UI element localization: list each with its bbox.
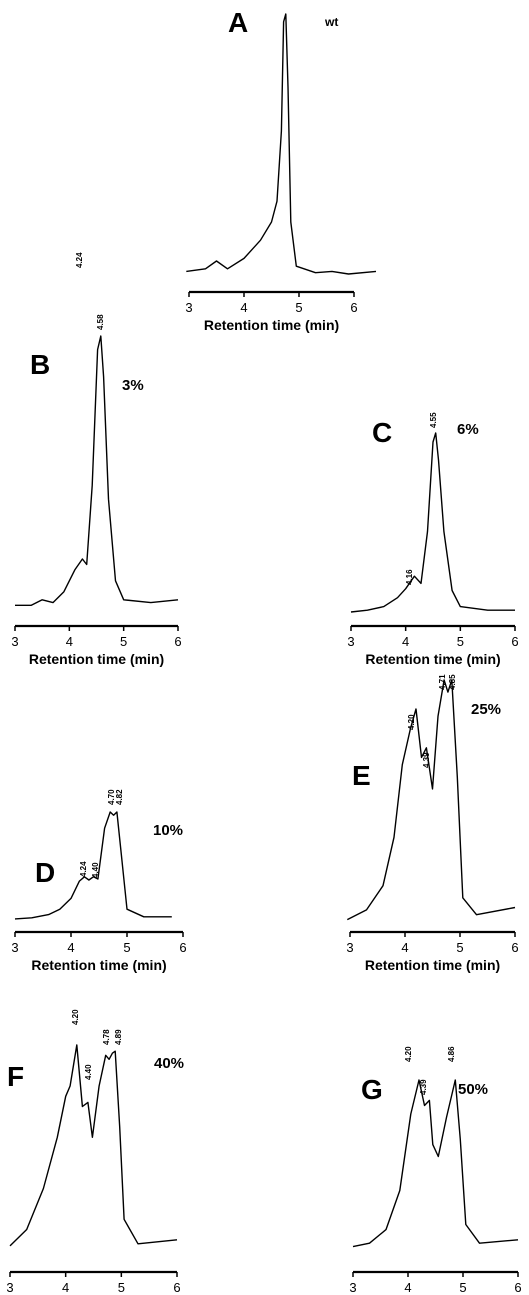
- peak-label-g-4-86: 4.86: [447, 1046, 456, 1062]
- chromatogram-trace-d: [14, 811, 172, 920]
- x-axis-label-c: Retention time (min): [365, 651, 500, 667]
- x-tick-label-e-6: 6: [511, 940, 518, 955]
- x-tick-label-e-5: 5: [456, 940, 463, 955]
- x-tick-label-f-3: 3: [6, 1280, 13, 1295]
- panel-b: 3 4 5 6 Retention time (min) B 3% 4.24 4.58: [11, 252, 181, 667]
- x-tick-label-c-6: 6: [511, 634, 518, 649]
- chromatogram-trace-f: [9, 1044, 178, 1247]
- condition-label-b: 3%: [122, 377, 144, 394]
- panel-letter-d: D: [35, 857, 55, 888]
- condition-label-g: 50%: [458, 1081, 488, 1098]
- x-tick-label-d-4: 4: [67, 940, 74, 955]
- peak-label-f-4-40: 4.40: [84, 1064, 93, 1080]
- panel-letter-g: G: [361, 1074, 383, 1105]
- peak-label-d-4-70: 4.70: [107, 789, 116, 805]
- condition-label-a: wt: [324, 15, 338, 29]
- peak-label-d-4-24: 4.24: [79, 861, 88, 877]
- x-axis-label-e: Retention time (min): [365, 957, 500, 973]
- x-tick-label-g-4: 4: [404, 1280, 411, 1295]
- panel-letter-c: C: [372, 417, 392, 448]
- peak-label-d-4-40: 4.40: [91, 862, 100, 878]
- x-tick-label-a-4: 4: [240, 300, 247, 315]
- x-tick-label-c-5: 5: [457, 634, 464, 649]
- x-tick-label-b-4: 4: [66, 634, 73, 649]
- peak-label-b-4-58: 4.58: [96, 314, 105, 330]
- panel-letter-e: E: [352, 760, 371, 791]
- x-tick-label-c-3: 3: [347, 634, 354, 649]
- x-tick-label-d-6: 6: [179, 940, 186, 955]
- x-tick-label-f-5: 5: [118, 1280, 125, 1295]
- peak-label-f-4-78: 4.78: [102, 1029, 111, 1045]
- x-tick-label-a-6: 6: [350, 300, 357, 315]
- peak-label-b-4-24: 4.24: [75, 252, 84, 268]
- panel-e: 3 4 5 6 Retention time (min) E 25% 4.20 4.39 4.71…: [346, 674, 518, 973]
- chromatogram-trace-a: [186, 13, 377, 275]
- x-tick-label-b-5: 5: [120, 634, 127, 649]
- chromatogram-trace-c: [350, 432, 515, 613]
- panel-a: 3 4 5 6 Retention time (min) A wt: [185, 7, 377, 333]
- peak-label-f-4-20: 4.20: [71, 1009, 80, 1025]
- x-tick-label-b-3: 3: [11, 634, 18, 649]
- x-tick-label-g-5: 5: [459, 1280, 466, 1295]
- peak-label-e-4-85: 4.85: [448, 674, 457, 690]
- x-tick-label-e-3: 3: [346, 940, 353, 955]
- x-axis-label-b: Retention time (min): [29, 651, 164, 667]
- chromatogram-trace-b: [15, 335, 179, 606]
- x-tick-label-d-3: 3: [11, 940, 18, 955]
- panel-d: 3 4 5 6 Retention time (min) D 10% 4.24 4.40 4.70…: [11, 789, 186, 973]
- peak-label-e-4-71: 4.71: [438, 674, 447, 690]
- peak-label-c-4-55: 4.55: [429, 412, 438, 428]
- peak-label-c-4-16: 4.16: [405, 569, 414, 585]
- panel-letter-f: F: [7, 1061, 24, 1092]
- x-tick-label-d-5: 5: [123, 940, 130, 955]
- peak-label-f-4-89: 4.89: [114, 1029, 123, 1045]
- x-tick-label-a-5: 5: [295, 300, 302, 315]
- panel-letter-a: A: [228, 7, 248, 38]
- x-tick-label-e-4: 4: [401, 940, 408, 955]
- condition-label-e: 25%: [471, 701, 501, 718]
- chromatogram-trace-g: [352, 1079, 519, 1248]
- x-tick-label-b-6: 6: [174, 634, 181, 649]
- x-tick-label-g-3: 3: [349, 1280, 356, 1295]
- peak-label-e-4-20: 4.20: [407, 714, 416, 730]
- x-tick-label-c-4: 4: [402, 634, 409, 649]
- peak-label-d-4-82: 4.82: [115, 789, 124, 805]
- x-tick-label-g-6: 6: [514, 1280, 521, 1295]
- panel-letter-b: B: [30, 349, 50, 380]
- peak-label-e-4-39: 4.39: [422, 752, 431, 768]
- x-tick-label-f-4: 4: [62, 1280, 69, 1295]
- x-tick-label-a-3: 3: [185, 300, 192, 315]
- peak-label-g-4-39: 4.39: [419, 1079, 428, 1095]
- chromatogram-trace-e: [346, 679, 516, 921]
- condition-label-c: 6%: [457, 421, 479, 438]
- x-tick-label-f-6: 6: [173, 1280, 180, 1295]
- x-axis-label-a: Retention time (min): [204, 317, 339, 333]
- condition-label-d: 10%: [153, 822, 183, 839]
- panel-c: 3 4 5 6 Retention time (min) C 6% 4.16 4.55: [347, 412, 518, 667]
- x-axis-label-d: Retention time (min): [31, 957, 166, 973]
- condition-label-f: 40%: [154, 1055, 184, 1072]
- peak-label-g-4-20: 4.20: [404, 1046, 413, 1062]
